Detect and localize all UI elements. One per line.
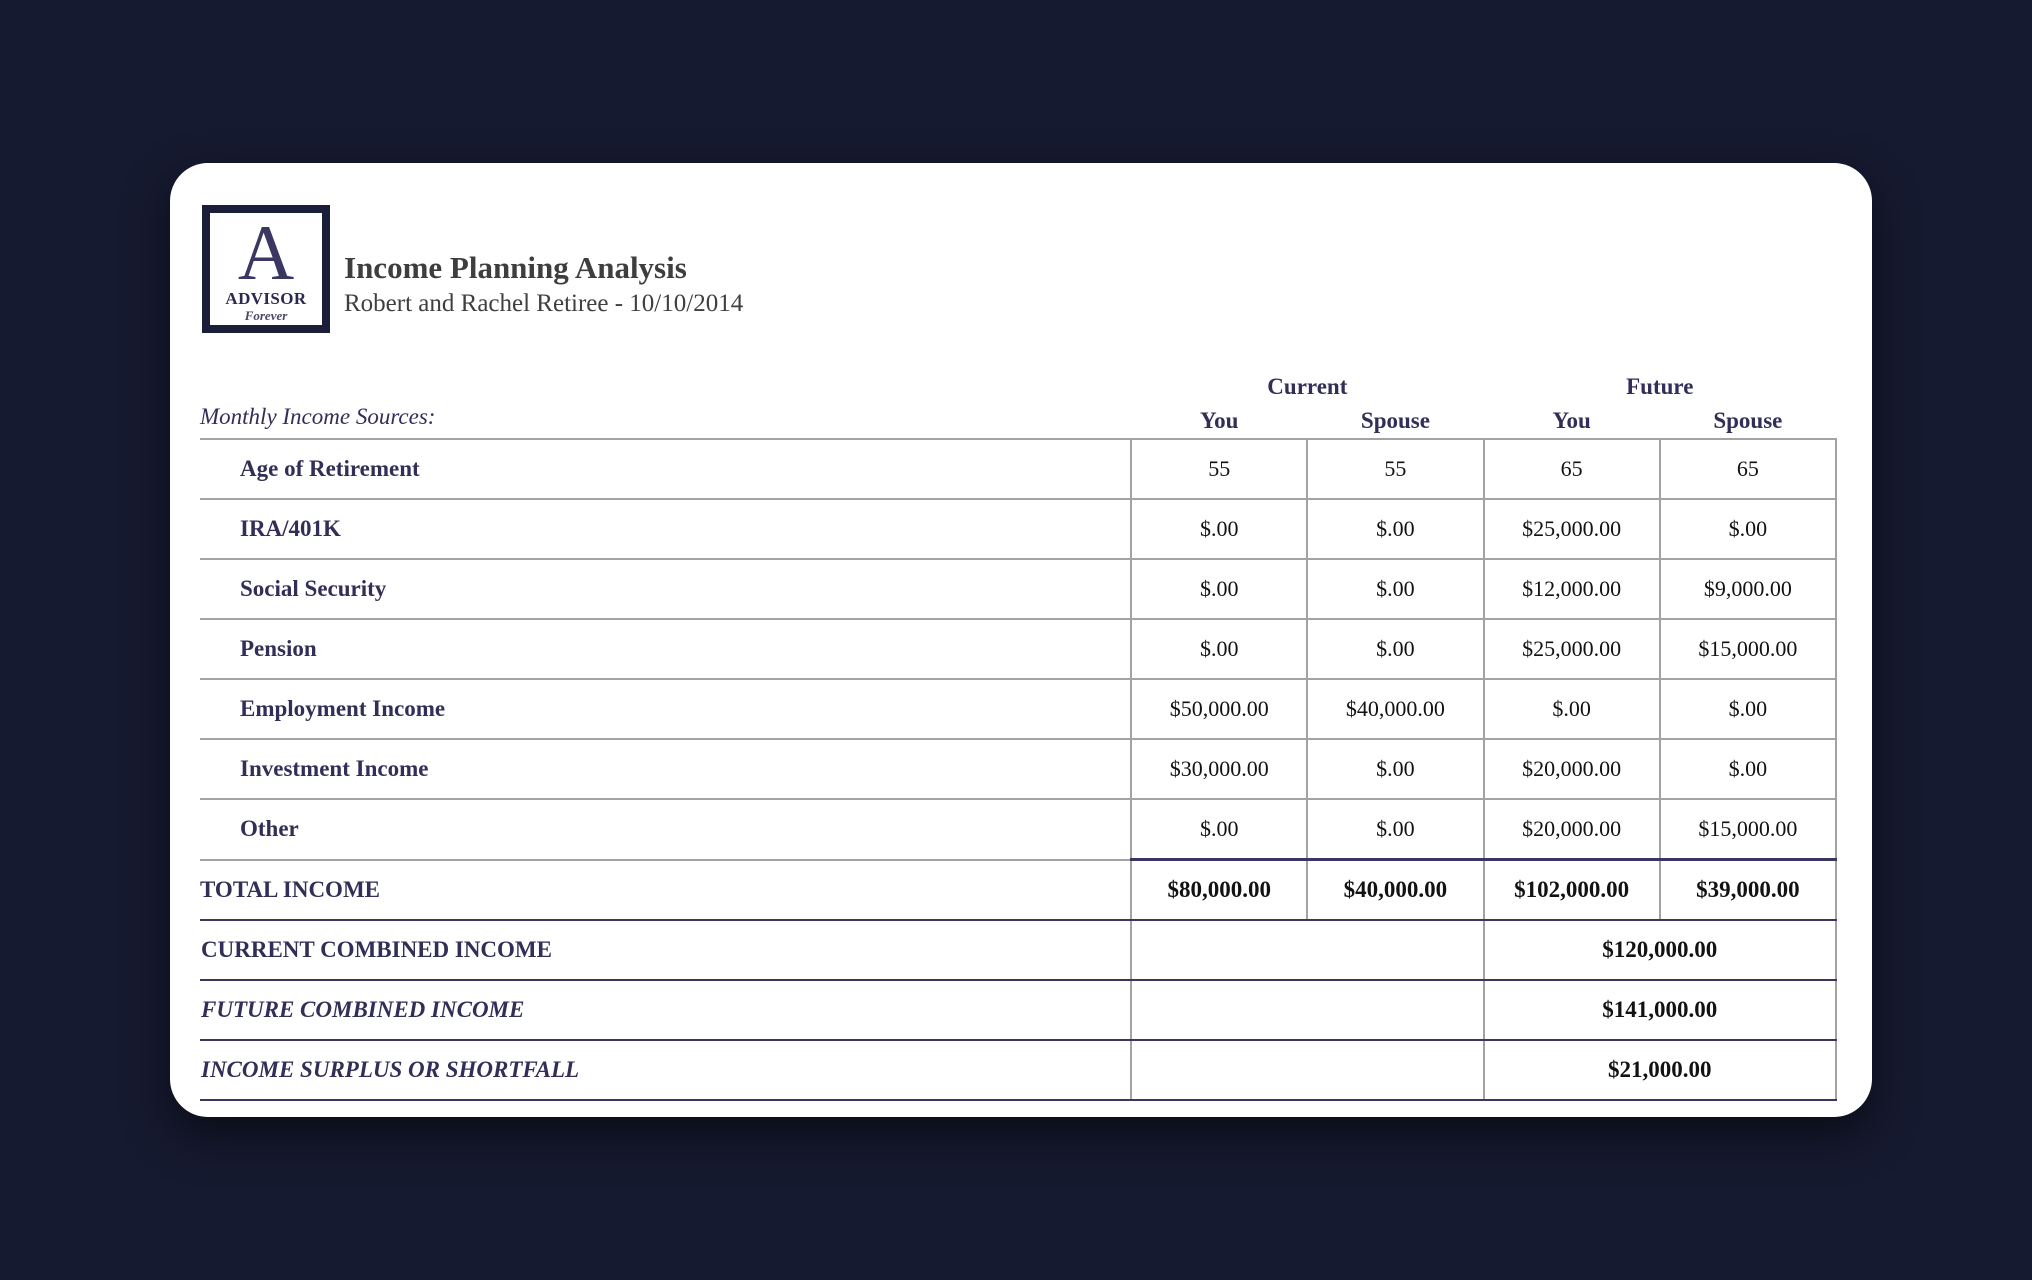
cell-value: $.00 [1658, 739, 1838, 800]
document-header: A ADVISOR Forever Income Planning Analys… [170, 163, 1872, 333]
cell-value: $.00 [1306, 619, 1484, 680]
table-row-employment-income: Employment Income $50,000.00 $40,000.00 … [200, 679, 1838, 740]
summary-empty-cell [1130, 980, 1484, 1041]
cell-value: $25,000.00 [1482, 619, 1660, 680]
headline-block: Income Planning Analysis Robert and Rach… [344, 250, 744, 318]
cell-value: $.00 [1306, 799, 1484, 861]
cell-value: $.00 [1306, 739, 1484, 800]
table-row-current-combined-income: CURRENT COMBINED INCOME $120,000.00 [200, 920, 1838, 981]
row-label: Pension [200, 619, 1132, 680]
cell-value: $.00 [1306, 499, 1484, 560]
row-label: Other [200, 799, 1132, 861]
cell-value: $20,000.00 [1482, 799, 1660, 861]
col-header-current-spouse: Spouse [1307, 403, 1484, 440]
cell-value: $30,000.00 [1130, 739, 1308, 800]
table-row-ira-401k: IRA/401K $.00 $.00 $25,000.00 $.00 [200, 499, 1838, 560]
row-label: IRA/401K [200, 499, 1132, 560]
table-row-total-income: TOTAL INCOME $80,000.00 $40,000.00 $102,… [200, 859, 1838, 921]
cell-value: $15,000.00 [1658, 619, 1838, 680]
summary-value: $141,000.00 [1482, 980, 1838, 1041]
row-label: Social Security [200, 559, 1132, 620]
cell-value: 65 [1482, 439, 1660, 500]
document-card: A ADVISOR Forever Income Planning Analys… [170, 163, 1872, 1117]
advisor-logo: A ADVISOR Forever [202, 205, 330, 333]
row-label: Age of Retirement [200, 439, 1132, 500]
table-row-social-security: Social Security $.00 $.00 $12,000.00 $9,… [200, 559, 1838, 620]
cell-value: $9,000.00 [1658, 559, 1838, 620]
table-row-investment-income: Investment Income $30,000.00 $.00 $20,00… [200, 739, 1838, 800]
logo-name: ADVISOR [225, 288, 307, 308]
summary-label: INCOME SURPLUS OR SHORTFALL [200, 1040, 1132, 1101]
table-row-pension: Pension $.00 $.00 $25,000.00 $15,000.00 [200, 619, 1838, 680]
cell-value: $.00 [1658, 679, 1838, 740]
cell-value: $.00 [1482, 679, 1660, 740]
cell-value: $.00 [1658, 499, 1838, 560]
summary-value: $21,000.00 [1482, 1040, 1838, 1101]
total-value: $80,000.00 [1130, 859, 1308, 921]
col-group-current: Current [1267, 374, 1348, 399]
col-header-future-spouse: Spouse [1659, 403, 1836, 440]
logo-letter-icon: A [237, 209, 295, 297]
total-value: $39,000.00 [1658, 859, 1838, 921]
table-row-age-of-retirement: Age of Retirement 55 55 65 65 [200, 439, 1838, 500]
cell-value: $15,000.00 [1658, 799, 1838, 861]
summary-value: $120,000.00 [1482, 920, 1838, 981]
total-value: $40,000.00 [1306, 859, 1484, 921]
cell-value: $40,000.00 [1306, 679, 1484, 740]
cell-value: 55 [1306, 439, 1484, 500]
summary-empty-cell [1130, 920, 1484, 981]
cell-value: 55 [1130, 439, 1308, 500]
cell-value: $.00 [1130, 499, 1308, 560]
cell-value: 65 [1658, 439, 1838, 500]
cell-value: $.00 [1306, 559, 1484, 620]
summary-empty-cell [1130, 1040, 1484, 1101]
total-value: $102,000.00 [1482, 859, 1660, 921]
row-label: Investment Income [200, 739, 1132, 800]
cell-value: $.00 [1130, 619, 1308, 680]
summary-label: FUTURE COMBINED INCOME [200, 980, 1132, 1041]
logo-tagline: Forever [244, 307, 288, 323]
col-header-current-you: You [1131, 403, 1308, 440]
income-planning-table: Monthly Income Sources: Current Future Y… [200, 370, 1838, 1101]
table-row-income-surplus-or-shortfall: INCOME SURPLUS OR SHORTFALL $21,000.00 [200, 1040, 1838, 1101]
cell-value: $.00 [1130, 799, 1308, 861]
cell-value: $12,000.00 [1482, 559, 1660, 620]
summary-label: CURRENT COMBINED INCOME [200, 920, 1132, 981]
cell-value: $20,000.00 [1482, 739, 1660, 800]
page-subtitle: Robert and Rachel Retiree - 10/10/2014 [344, 290, 744, 318]
cell-value: $25,000.00 [1482, 499, 1660, 560]
cell-value: $.00 [1130, 559, 1308, 620]
table-row-future-combined-income: FUTURE COMBINED INCOME $141,000.00 [200, 980, 1838, 1041]
row-label: Employment Income [200, 679, 1132, 740]
cell-value: $50,000.00 [1130, 679, 1308, 740]
col-header-future-you: You [1483, 403, 1660, 440]
page-title: Income Planning Analysis [344, 250, 687, 285]
section-label: Monthly Income Sources: [200, 370, 1132, 440]
column-header-row: You Spouse You Spouse [200, 403, 1836, 440]
column-group-header-row: Monthly Income Sources: Current Future [200, 370, 1836, 440]
table-row-other: Other $.00 $.00 $20,000.00 $15,000.00 [200, 799, 1838, 861]
col-group-future: Future [1626, 374, 1694, 399]
total-income-label: TOTAL INCOME [200, 859, 1132, 921]
